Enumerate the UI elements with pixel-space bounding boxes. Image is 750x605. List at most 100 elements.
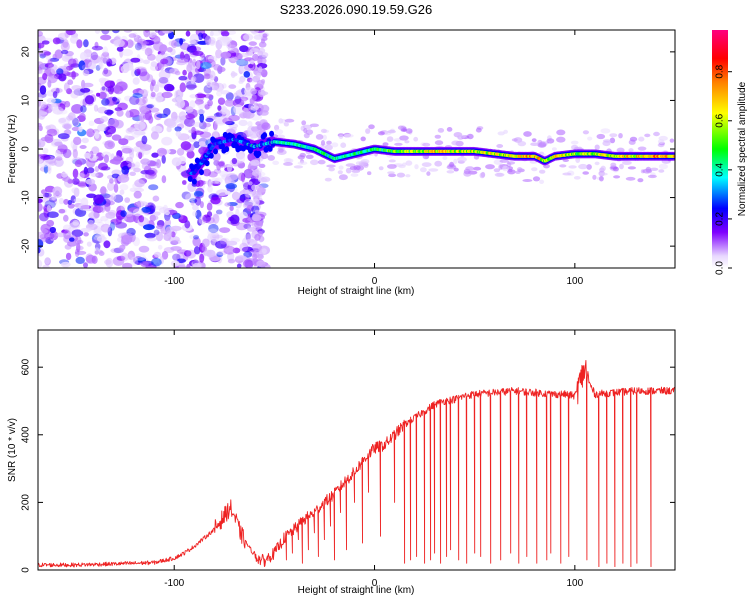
heatmap-noise-blob (136, 151, 144, 158)
heatmap-noise-blob (58, 197, 64, 205)
heatmap-noise-blob (224, 190, 231, 195)
heatmap-noise-blob (98, 58, 103, 69)
heatmap-noise-blob (217, 97, 226, 105)
heatmap-streak-blob (249, 133, 259, 139)
heatmap-halo-blob (324, 177, 332, 182)
heatmap-noise-blob (141, 135, 148, 145)
heatmap-noise-blob (107, 226, 113, 237)
heatmap-noise-blob (163, 247, 175, 253)
heatmap-noise-blob (132, 32, 138, 39)
heatmap-streak-blob (256, 80, 265, 87)
heatmap-noise-blob (63, 82, 70, 92)
heatmap-streak-blob (246, 238, 255, 243)
heatmap-halo-blob (310, 159, 319, 166)
heatmap-noise-blob (120, 65, 130, 74)
heatmap-noise-blob (112, 155, 122, 166)
heatmap-noise-blob (111, 134, 122, 141)
heatmap-noise-blob (240, 172, 246, 183)
heatmap-noise-blob (179, 82, 186, 93)
heatmap-noise-blob (180, 51, 185, 61)
heatmap-noise-blob (220, 56, 226, 66)
heatmap-noise-blob (226, 163, 233, 172)
heatmap-noise-blob (174, 70, 181, 76)
heatmap-noise-blob (229, 214, 240, 225)
heatmap-noise-blob (47, 164, 52, 175)
heatmap-noise-blob (196, 109, 206, 115)
heatmap-noise-blob (116, 109, 124, 117)
heatmap-halo-blob (293, 165, 304, 169)
heatmap-noise-blob (134, 42, 142, 51)
heatmap-noise-blob (58, 73, 67, 82)
heatmap-noise-blob (90, 172, 99, 177)
heatmap-noise-blob (121, 147, 133, 154)
heatmap-noise-blob (71, 85, 82, 91)
heatmap-noise-blob (71, 126, 81, 132)
heatmap-halo-blob (578, 163, 588, 170)
heatmap-noise-blob (63, 123, 72, 130)
heatmap-halo-blob (387, 164, 397, 169)
heatmap-noise-blob (135, 98, 146, 106)
heatmap-noise-blob (153, 211, 161, 216)
heatmap-noise-blob (132, 77, 140, 85)
heatmap-streak-blob (251, 184, 257, 191)
heatmap-noise-blob (90, 51, 98, 61)
heatmap-noise-blob (189, 39, 197, 44)
heatmap-noise-blob (129, 151, 135, 160)
heatmap-noise-blob (193, 190, 204, 197)
heatmap-noise-blob (78, 203, 90, 211)
heatmap-noise-blob (242, 111, 255, 119)
heatmap-noise-blob (38, 139, 46, 148)
heatmap-halo-blob (320, 128, 327, 133)
heatmap-halo-blob (515, 170, 521, 174)
heatmap-halo-blob (345, 167, 352, 174)
heatmap-noise-blob (128, 33, 137, 38)
heatmap-noise-blob (148, 184, 159, 191)
heatmap-ridge-band (213, 148, 218, 155)
heatmap-noise-blob (192, 211, 198, 217)
heatmap-noise-blob (241, 98, 247, 103)
heatmap-noise-blob (205, 216, 215, 224)
heatmap-streak-blob (260, 176, 271, 183)
heatmap-streak-blob (254, 209, 260, 214)
heatmap-noise-blob (146, 45, 155, 55)
x-tick-label: 0 (372, 578, 378, 589)
heatmap-noise-blob (211, 234, 223, 239)
heatmap-noise-blob (239, 96, 249, 102)
heatmap-noise-blob (100, 52, 110, 62)
heatmap-noise-blob (80, 87, 91, 93)
heatmap-ridge-band (199, 169, 204, 176)
heatmap-noise-blob (172, 239, 182, 245)
heatmap-noise-blob (74, 159, 83, 168)
heatmap-noise-blob (230, 70, 236, 79)
heatmap-noise-blob (243, 259, 254, 268)
heatmap-noise-blob (161, 175, 167, 184)
heatmap-halo-blob (309, 123, 319, 128)
heatmap-halo-blob (497, 131, 505, 136)
heatmap-noise-blob (53, 198, 58, 205)
heatmap-noise-blob (78, 60, 86, 71)
heatmap-noise-blob (73, 136, 82, 146)
heatmap-streak-blob (250, 88, 257, 95)
heatmap-halo-blob (649, 167, 659, 171)
heatmap-noise-blob (38, 101, 48, 110)
heatmap-noise-blob (88, 211, 100, 220)
heatmap-noise-blob (101, 86, 106, 91)
heatmap-noise-blob (225, 92, 234, 101)
heatmap-noise-blob (167, 149, 177, 155)
heatmap-noise-blob (105, 257, 114, 268)
heatmap-halo-blob (551, 147, 557, 151)
heatmap-halo-blob (263, 124, 268, 131)
heatmap-noise-blob (58, 118, 67, 123)
heatmap-noise-blob (53, 128, 60, 136)
heatmap-noise-blob (241, 180, 251, 186)
heatmap-noise-blob (175, 201, 184, 209)
heatmap-halo-blob (453, 167, 459, 172)
heatmap-noise-blob (199, 253, 205, 263)
heatmap-halo-blob (358, 160, 369, 167)
heatmap-halo-blob (503, 129, 508, 134)
heatmap-ridge-band (204, 160, 210, 167)
heatmap-halo-blob (582, 130, 590, 135)
heatmap-noise-blob (119, 184, 129, 191)
heatmap-halo-blob (538, 141, 546, 147)
heatmap-halo-blob (669, 138, 675, 143)
